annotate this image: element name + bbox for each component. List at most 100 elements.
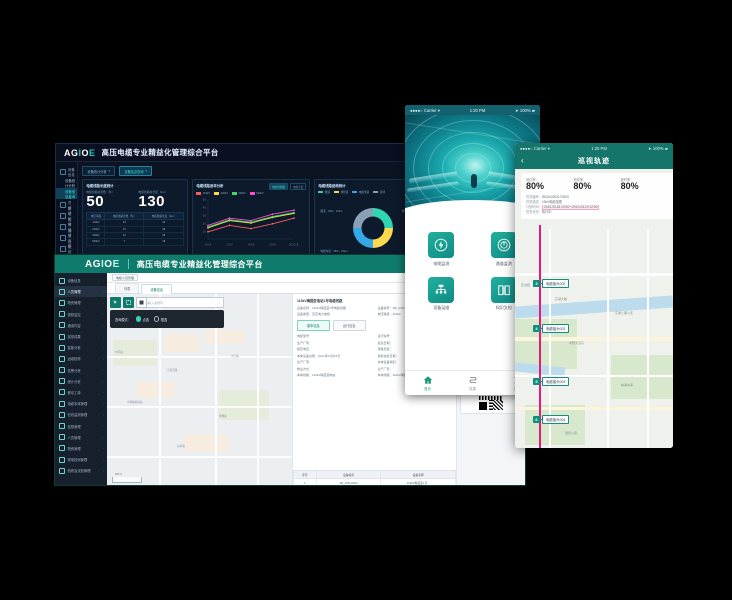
nav-home[interactable]: 首页 (405, 371, 450, 395)
stat-block: 超时率： 80% (621, 177, 668, 192)
close-icon[interactable]: × (145, 169, 148, 173)
sidebar-item-new-stats[interactable]: 新增统计 › (56, 207, 77, 226)
stat-value: 80% (526, 181, 545, 191)
sidebar-item-channel[interactable]: 通道内容 › (56, 229, 77, 248)
sidebar-item-label: 带电检测管理 (67, 458, 88, 463)
mobile-patrol-track-screen[interactable]: ●●●●○ Carrier ▾ 1:20 PM ➤ 100% ▰ ‹ 巡视轨迹 (515, 143, 673, 448)
map-tool-group[interactable] (110, 297, 147, 308)
info-value: 2010-03-18 12:00～2010-03-19 12:00 (541, 204, 600, 210)
sidebar-item-6[interactable]: 巡视成果 › (55, 331, 107, 342)
task-info-card: 到位率： 80% 完成率： 80% 超时率： 80% 任务编号：WG20200317000… (521, 173, 673, 219)
chevron-right-icon: › (73, 224, 75, 229)
detail-list-field: 生产厂家： (297, 360, 313, 364)
app-tile-grid[interactable]: 电缆监测 通道监测 设备运维 知识文档 (405, 220, 540, 317)
sidebar-item-3[interactable]: 物资管理 › (55, 297, 107, 308)
sidebar-item-9[interactable]: 告警分析 › (55, 365, 107, 376)
sidebar-item-label: 人员管理 (67, 435, 81, 440)
tab-runtime-info[interactable]: 运行信息 (332, 320, 366, 331)
sidebar-item-device-stats[interactable]: 设备统计分析 (56, 177, 77, 188)
map-pin-5[interactable]: 5 电缆接头003 (533, 377, 570, 386)
legend-item: 隧道 (318, 190, 330, 194)
legend-label: 110kV (202, 192, 211, 195)
dark-dashboard-window[interactable]: AGIOE 高压电缆专业精益化管理综合平台 设备信息 设备统计分析 设备信息查询… (55, 143, 424, 273)
map-label: 岚皋路 (177, 445, 185, 448)
dark-sidebar[interactable]: 设备信息 设备统计分析 设备信息查询 人员统计 › 新增统计 › (56, 162, 79, 272)
battery-label: 100% (519, 107, 531, 113)
pin-stem (540, 283, 542, 284)
tile-cable-monitoring[interactable]: 电缆监测 (419, 232, 464, 267)
query-mode-panel[interactable]: 查询模式： 点选 框选 (110, 310, 224, 328)
close-icon[interactable]: × (108, 169, 111, 173)
nav-results[interactable]: 成果 (450, 371, 495, 395)
tab-list[interactable]: 列表 (115, 283, 140, 293)
map-search-input[interactable]: 请输入关键字 ⌕ (141, 297, 224, 308)
stat-value: 80% (573, 181, 592, 191)
status-right: ➤ 100% ▰ (648, 146, 668, 151)
tile-channel-monitoring[interactable]: 通道监测 (482, 232, 527, 267)
polygon-tool-icon[interactable] (123, 297, 134, 308)
svg-text:2016: 2016 (205, 243, 212, 247)
sidebar-item-label: 告警分析 (67, 368, 81, 373)
sidebar-item-label: 物资管理 (67, 301, 81, 306)
stat-block: 完成率： 80% (573, 177, 620, 192)
radio-box-select[interactable]: 框选 (154, 316, 167, 322)
map-pin-3[interactable]: 3 电缆接头002 (533, 279, 570, 288)
toggle-line-length[interactable]: 电缆长度 (290, 183, 307, 190)
sidebar-item-2[interactable]: 人员管理 › (55, 286, 107, 298)
tab-device-query[interactable]: 设备信息查询 × (119, 166, 153, 176)
sidebar-item-device-info[interactable]: 设备信息 (56, 166, 77, 177)
gis-map-panel[interactable]: 中环路 光复西路 中潭路地铁站 曹杨路 岚皋路 中江路 (107, 294, 292, 485)
dark-tab-bar[interactable]: 设备统计分析 × 设备信息查询 × (82, 166, 423, 176)
sidebar-item-alarm-stats[interactable]: 告警统计 › (56, 218, 77, 237)
tab-label: 设备统计分析 (87, 169, 107, 174)
patrol-map[interactable]: 区洲路 东湖大都 东湖二期小区 中野大道东 映湖水库 国庆公园 到位率： 80% 完… (515, 169, 673, 448)
pin-number: 3 (533, 279, 540, 287)
green-sidebar[interactable]: 设备信息 › 人员管理 › 物资管理 › 视频监控 › 通道内容 › 巡视成果 › 智能分析 › 运维检修 ›… (55, 273, 107, 485)
location-icon: ➤ (515, 107, 519, 113)
detail-field: 电压等级：110kV (377, 312, 401, 316)
sidebar-item-15[interactable]: 人员管理 › (55, 432, 107, 443)
layers-tool-icon[interactable] (136, 297, 147, 308)
legend-label: 隧道 (324, 191, 331, 194)
content-tab-bar[interactable]: 列表 设备信息 (107, 283, 525, 294)
sidebar-item-14[interactable]: 巡视管理 › (55, 420, 107, 431)
tile-knowledge-docs[interactable]: 知识文档 (482, 276, 527, 312)
select-tool-icon[interactable] (110, 297, 121, 308)
toggle-line-count[interactable]: 电缆线路数 (269, 183, 289, 190)
sidebar-item-17[interactable]: 带电检测管理 › (55, 454, 107, 465)
detail-tab-group[interactable]: 基本信息 运行信息 (297, 320, 452, 331)
sidebar-item-label: 设备信息 (68, 167, 75, 177)
sidebar-item-label: 移动工单 (67, 390, 81, 395)
tile-device-ops[interactable]: 设备运维 (419, 276, 464, 312)
tab-basic-info[interactable]: 基本信息 (297, 320, 330, 331)
stat-label: 超时率： (620, 178, 634, 182)
sidebar-item-13[interactable]: 在线监测管理 › (55, 409, 107, 420)
map-pin-6[interactable]: 6 电缆接头004 (533, 415, 570, 424)
sidebar-item-personnel-stats[interactable]: 人员统计 › (56, 196, 77, 215)
radio-label: 点选 (142, 317, 149, 322)
sidebar-item-10[interactable]: 统计分析 › (55, 376, 107, 387)
sidebar-item-5[interactable]: 通道内容 › (55, 320, 107, 331)
sidebar-item-7[interactable]: 智能分析 › (55, 342, 107, 353)
tab-device-stats[interactable]: 设备统计分析 × (82, 166, 116, 176)
sidebar-item-16[interactable]: 物资管理 › (55, 443, 107, 454)
table-row[interactable]: 1 SB_KXD-0034 110kV梅园变1号... (293, 478, 456, 485)
sidebar-item-18[interactable]: 检修及试验管理 › (55, 465, 107, 476)
sidebar-item-1[interactable]: 设备信息 › (55, 275, 107, 286)
tab-device-info[interactable]: 设备信息 (141, 284, 173, 294)
chevron-left-icon[interactable]: ‹ (521, 156, 524, 165)
sidebar-item-11[interactable]: 移动工单 › (55, 387, 107, 398)
svg-text:30: 30 (203, 213, 207, 217)
legend-swatch (249, 192, 255, 195)
radio-point-select[interactable]: 点选 (135, 316, 149, 322)
breadcrumb[interactable]: 电缆人员管理 (112, 273, 139, 282)
chart-toggle-group[interactable]: 电缆线路数 电缆长度 (269, 183, 307, 190)
sidebar-item-8[interactable]: 运维检修 › (55, 353, 107, 364)
map-pin-4[interactable]: 4 电缆接头002 (533, 324, 570, 333)
sidebar-item-12[interactable]: 电缆本体管理 › (55, 398, 107, 409)
search-icon[interactable]: ⌕ (218, 300, 220, 305)
sidebar-item-4[interactable]: 视频监控 › (55, 309, 107, 320)
sidebar-item-ledger[interactable]: 台账统计 › (56, 240, 77, 259)
cell-device-code: SB_KXD-0034 (315, 478, 382, 485)
sidebar-item-device-query[interactable]: 设备信息查询 (56, 188, 78, 199)
